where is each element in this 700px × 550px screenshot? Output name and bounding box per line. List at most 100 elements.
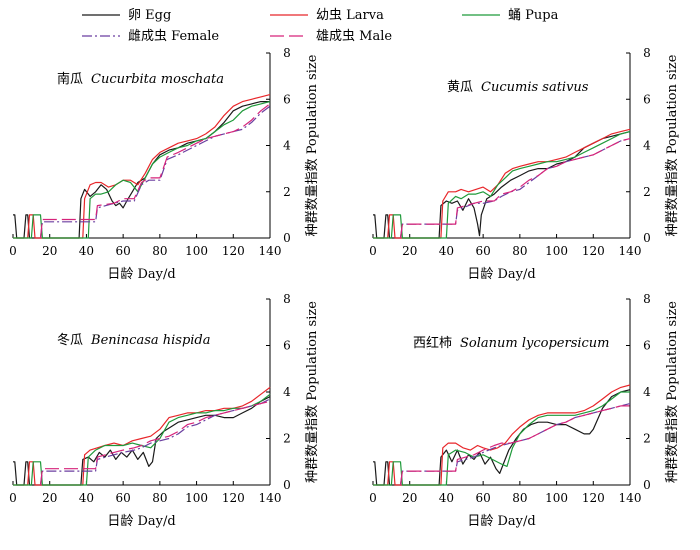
x-tick-label: 20 xyxy=(402,491,417,505)
y-tick-label: 0 xyxy=(643,478,651,492)
x-tick-label: 0 xyxy=(369,244,377,258)
series-line-male xyxy=(39,400,271,486)
y-tick-label: 8 xyxy=(283,292,291,306)
x-tick-label: 140 xyxy=(259,244,282,258)
y-tick-label: 0 xyxy=(643,231,651,245)
y-tick-label: 2 xyxy=(283,432,291,446)
y-tick-label: 4 xyxy=(643,385,651,399)
panel-title: 南瓜 Cucurbita moschata xyxy=(57,71,224,87)
x-tick-label: 60 xyxy=(476,244,491,258)
x-axis-label: 日龄 Day/d xyxy=(467,267,535,282)
x-axis-label: 日龄 Day/d xyxy=(107,267,175,282)
y-tick-label: 6 xyxy=(283,339,291,353)
x-tick-label: 40 xyxy=(439,491,454,505)
panel-title-cn: 黄瓜 xyxy=(447,80,473,95)
panel-title-cn: 冬瓜 xyxy=(57,332,83,348)
x-tick-label: 60 xyxy=(116,244,131,258)
x-tick-label: 60 xyxy=(116,491,131,505)
y-tick-label: 6 xyxy=(283,92,291,106)
legend: 卵 Egg 幼虫 Larva 蛹 Pupa 雌成虫 Female 雄成虫 Male xyxy=(82,8,559,44)
x-tick-label: 20 xyxy=(42,491,57,505)
series-line-female xyxy=(39,398,271,486)
x-tick-label: 100 xyxy=(185,491,208,505)
series-line-larva xyxy=(13,94,271,239)
legend-label-larva: 幼虫 Larva xyxy=(316,8,384,23)
x-axis-label: 日龄 Day/d xyxy=(107,514,175,529)
panel-title: 冬瓜 Benincasa hispida xyxy=(57,332,211,348)
x-tick-label: 40 xyxy=(79,244,94,258)
series-line-male xyxy=(39,103,271,239)
y-tick-label: 8 xyxy=(643,292,651,306)
x-tick-label: 80 xyxy=(152,491,167,505)
y-tick-label: 4 xyxy=(283,385,291,399)
y-axis-label: 种群数量指数 Population size xyxy=(305,301,320,483)
y-tick-label: 8 xyxy=(283,46,291,60)
x-tick-label: 120 xyxy=(222,244,245,258)
x-tick-label: 60 xyxy=(476,491,491,505)
y-tick-label: 2 xyxy=(643,185,651,199)
y-tick-label: 0 xyxy=(283,231,291,245)
panel-title-cn: 南瓜 xyxy=(57,71,83,87)
series-line-female xyxy=(399,403,631,486)
panel-title: 西红柿 Solanum lycopersicum xyxy=(413,335,610,351)
panel-title-latin: Cucurbita moschata xyxy=(91,72,224,87)
y-tick-label: 0 xyxy=(283,478,291,492)
y-axis-label: 种群数量指数 Population size xyxy=(665,301,680,483)
x-tick-label: 100 xyxy=(185,244,208,258)
y-axis-label: 种群数量指数 Population size xyxy=(665,54,680,236)
series-line-egg xyxy=(13,101,270,239)
series-line-male xyxy=(399,138,631,239)
x-tick-label: 140 xyxy=(619,491,642,505)
series-line-female xyxy=(39,105,271,239)
x-axis-label: 日龄 Day/d xyxy=(467,514,535,529)
y-tick-label: 6 xyxy=(643,339,651,353)
y-tick-label: 2 xyxy=(643,432,651,446)
y-tick-label: 8 xyxy=(643,46,651,60)
x-tick-label: 40 xyxy=(439,244,454,258)
panel-title-cn: 西红柿 xyxy=(413,335,452,351)
x-tick-label: 100 xyxy=(545,491,568,505)
panel-title-latin: Benincasa hispida xyxy=(90,333,211,348)
x-tick-label: 40 xyxy=(79,491,94,505)
x-tick-label: 100 xyxy=(545,244,568,258)
x-tick-label: 80 xyxy=(152,244,167,258)
panel-title-latin: Cucumis sativus xyxy=(481,80,589,95)
series-line-pupa xyxy=(13,393,271,486)
x-tick-label: 20 xyxy=(402,244,417,258)
x-tick-label: 120 xyxy=(582,491,605,505)
series-line-larva xyxy=(13,386,271,486)
series-line-egg xyxy=(373,131,631,239)
series-line-pupa xyxy=(13,101,271,239)
x-tick-label: 80 xyxy=(512,491,527,505)
y-tick-label: 4 xyxy=(643,139,651,153)
x-tick-label: 120 xyxy=(222,491,245,505)
y-tick-label: 6 xyxy=(643,92,651,106)
x-tick-label: 0 xyxy=(9,244,17,258)
x-tick-label: 140 xyxy=(619,244,642,258)
panel-title: 黄瓜 Cucumis sativus xyxy=(447,80,589,95)
y-tick-label: 4 xyxy=(283,139,291,153)
legend-label-male: 雄成虫 Male xyxy=(316,29,392,44)
panel-title-latin: Solanum lycopersicum xyxy=(460,336,610,351)
series-line-male xyxy=(399,405,630,486)
series-line-larva xyxy=(373,128,631,239)
x-tick-label: 120 xyxy=(582,244,605,258)
y-tick-label: 2 xyxy=(283,185,291,199)
x-tick-label: 0 xyxy=(369,491,377,505)
series-line-pupa xyxy=(373,131,631,239)
x-tick-label: 0 xyxy=(9,491,17,505)
legend-label-female: 雌成虫 Female xyxy=(128,28,219,44)
legend-label-pupa: 蛹 Pupa xyxy=(508,8,559,23)
legend-label-egg: 卵 Egg xyxy=(128,8,171,23)
series-line-egg xyxy=(13,396,271,486)
x-tick-label: 140 xyxy=(259,491,282,505)
x-tick-label: 20 xyxy=(42,244,57,258)
series-line-pupa xyxy=(373,391,630,486)
y-axis-label: 种群数量指数 Population size xyxy=(305,54,320,236)
